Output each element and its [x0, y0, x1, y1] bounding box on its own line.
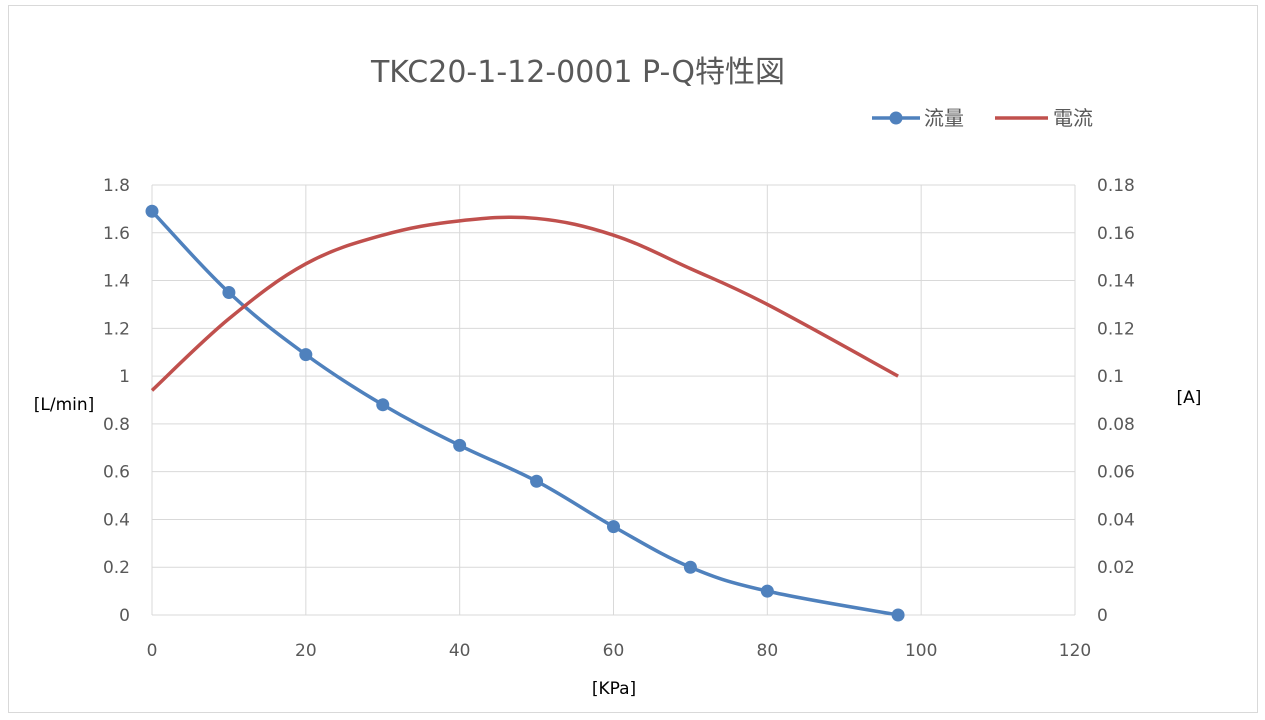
- x-tick-label: 120: [1059, 641, 1091, 661]
- x-tick-label: 60: [603, 641, 625, 661]
- y2-tick-label: 0.12: [1097, 319, 1135, 339]
- y2-tick-label: 0.18: [1097, 176, 1135, 196]
- data-point: [760, 584, 774, 598]
- series-1: [150, 215, 899, 392]
- y-tick-label: 0.6: [103, 463, 130, 483]
- x-tick-label: 80: [757, 641, 779, 661]
- x-axis-ticks: 0 20 40 60 80 100 120: [147, 641, 1092, 661]
- y-tick-label: 1.4: [103, 272, 130, 292]
- left-axis-ticks: 0 0.2 0.4 0.6 0.8 1 1.2 1.4 1.6 1.8: [103, 176, 130, 626]
- data-point: [222, 286, 236, 299]
- y-tick-label: 0.2: [103, 558, 130, 578]
- y-tick-label: 0.4: [103, 510, 130, 530]
- chart-title: TKC20-1-12-0001 P-Q特性図: [370, 55, 785, 90]
- y-tick-label: 1: [119, 367, 130, 387]
- x-tick-label: 20: [295, 641, 317, 661]
- y-tick-label: 1.6: [103, 224, 130, 244]
- y2-tick-label: 0.06: [1097, 463, 1135, 483]
- y-axis-label: [L/min]: [34, 395, 95, 415]
- y2-tick-label: 0.1: [1097, 367, 1124, 387]
- legend: 流量 電流: [872, 106, 1093, 130]
- y-tick-label: 0.8: [103, 415, 130, 435]
- data-point: [607, 520, 620, 534]
- x-tick-label: 0: [147, 641, 158, 661]
- y-tick-label: 0: [119, 606, 130, 626]
- gridlines: [151, 184, 1076, 616]
- data-point: [530, 474, 544, 488]
- y2-axis-label: [A]: [1177, 388, 1202, 408]
- y-tick-label: 1.2: [103, 319, 130, 339]
- data-point: [453, 438, 467, 452]
- series-0: [145, 204, 905, 622]
- x-axis-label: [KPa]: [592, 679, 636, 699]
- series-layer: [145, 204, 905, 622]
- legend-flow-marker: [889, 111, 903, 125]
- legend-current-label: 電流: [1053, 106, 1093, 130]
- y-tick-label: 1.8: [103, 176, 130, 196]
- data-point: [683, 560, 697, 574]
- legend-flow-label: 流量: [924, 106, 964, 130]
- chart-frame: [8, 5, 1258, 713]
- series-line: [150, 215, 899, 392]
- x-tick-label: 40: [449, 641, 471, 661]
- data-point: [145, 204, 159, 218]
- y2-tick-label: 0.02: [1097, 558, 1135, 578]
- y2-tick-label: 0.08: [1097, 415, 1135, 435]
- y2-tick-label: 0.14: [1097, 272, 1135, 292]
- x-tick-label: 100: [905, 641, 937, 661]
- data-point: [299, 348, 313, 362]
- data-point: [891, 608, 905, 622]
- right-axis-ticks: 0 0.02 0.04 0.06 0.08 0.1 0.12 0.14 0.16 0.18: [1097, 176, 1135, 626]
- y2-tick-label: 0: [1097, 606, 1108, 626]
- series-line: [150, 210, 899, 617]
- y2-tick-label: 0.04: [1097, 510, 1135, 530]
- data-point: [376, 398, 390, 412]
- y2-tick-label: 0.16: [1097, 224, 1135, 244]
